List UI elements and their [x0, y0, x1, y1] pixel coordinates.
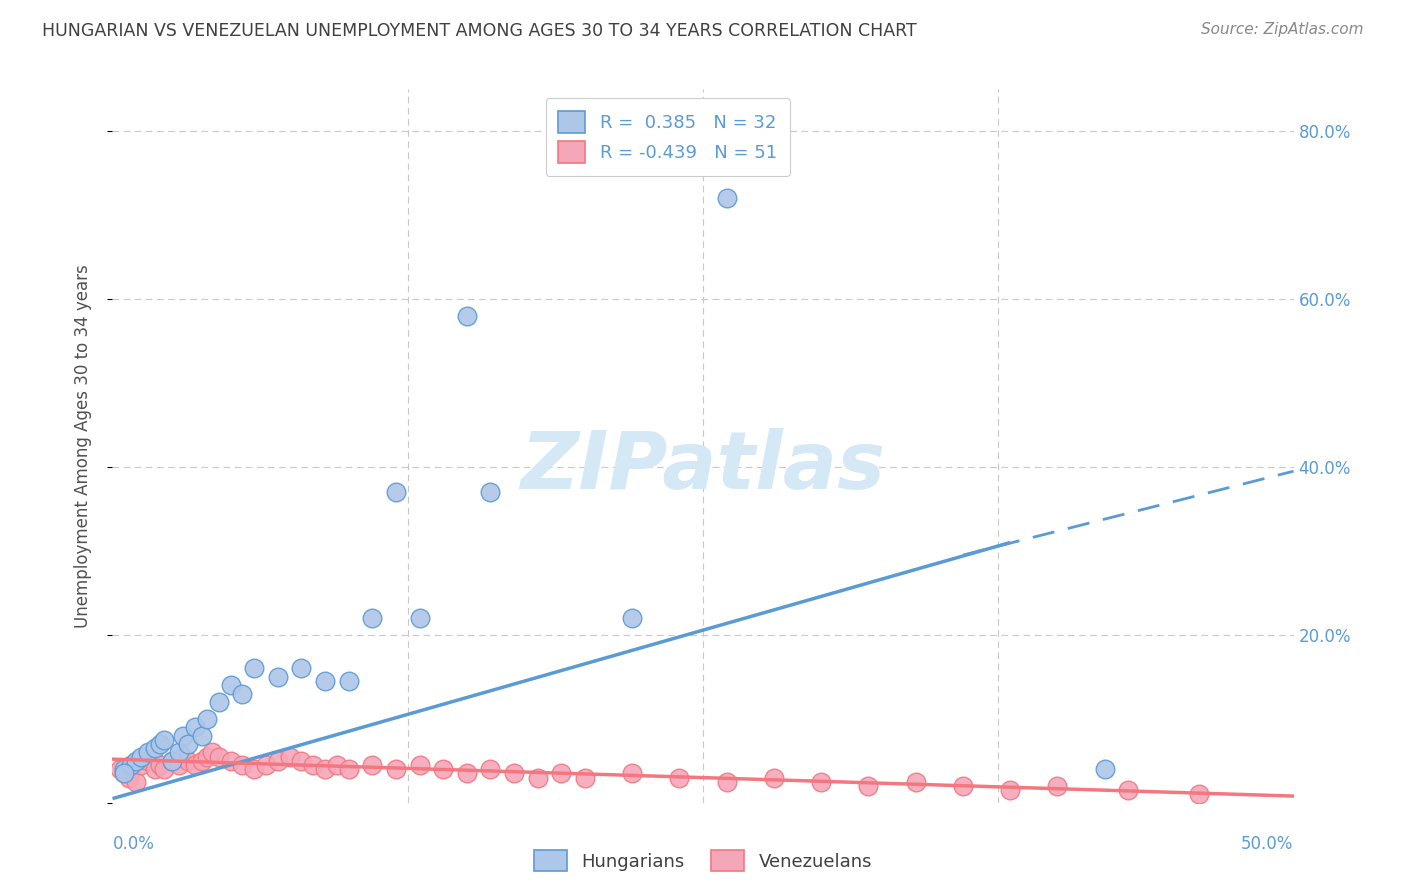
Point	[810, 774, 832, 789]
Point	[125, 774, 148, 789]
Point	[184, 758, 207, 772]
Point	[1116, 783, 1139, 797]
Point	[574, 771, 596, 785]
Point	[385, 762, 408, 776]
Text: HUNGARIAN VS VENEZUELAN UNEMPLOYMENT AMONG AGES 30 TO 34 YEARS CORRELATION CHART: HUNGARIAN VS VENEZUELAN UNEMPLOYMENT AMO…	[42, 22, 917, 40]
Y-axis label: Unemployment Among Ages 30 to 34 years: Unemployment Among Ages 30 to 34 years	[73, 264, 91, 628]
Point	[191, 729, 214, 743]
Point	[952, 779, 974, 793]
Point	[172, 749, 194, 764]
Point	[326, 758, 349, 772]
Point	[998, 783, 1021, 797]
Point	[456, 766, 478, 780]
Point	[267, 754, 290, 768]
Point	[143, 762, 166, 776]
Point	[337, 674, 360, 689]
Point	[112, 762, 135, 776]
Legend: R =  0.385   N = 32, R = -0.439   N = 51: R = 0.385 N = 32, R = -0.439 N = 51	[546, 98, 790, 176]
Point	[479, 485, 502, 500]
Point	[129, 758, 152, 772]
Point	[254, 758, 277, 772]
Point	[231, 758, 253, 772]
Point	[503, 766, 526, 780]
Point	[129, 749, 152, 764]
Point	[267, 670, 290, 684]
Point	[149, 758, 172, 772]
Point	[201, 746, 224, 760]
Point	[177, 754, 200, 768]
Point	[716, 191, 738, 205]
Point	[208, 749, 231, 764]
Point	[526, 771, 548, 785]
Point	[149, 737, 172, 751]
Point	[219, 678, 242, 692]
Point	[153, 732, 176, 747]
Point	[385, 485, 408, 500]
Point	[550, 766, 572, 780]
Point	[1046, 779, 1069, 793]
Text: Source: ZipAtlas.com: Source: ZipAtlas.com	[1201, 22, 1364, 37]
Point	[456, 309, 478, 323]
Point	[361, 611, 384, 625]
Point	[621, 766, 644, 780]
Legend: Hungarians, Venezuelans: Hungarians, Venezuelans	[527, 843, 879, 879]
Point	[858, 779, 880, 793]
Point	[195, 749, 218, 764]
Point	[231, 687, 253, 701]
Point	[120, 758, 142, 772]
Point	[278, 749, 301, 764]
Point	[112, 766, 135, 780]
Point	[243, 762, 266, 776]
Point	[408, 611, 430, 625]
Point	[167, 758, 190, 772]
Point	[432, 762, 454, 776]
Point	[125, 754, 148, 768]
Text: 0.0%: 0.0%	[112, 835, 155, 853]
Point	[479, 762, 502, 776]
Point	[621, 611, 644, 625]
Point	[302, 758, 325, 772]
Point	[195, 712, 218, 726]
Point	[408, 758, 430, 772]
Point	[208, 695, 231, 709]
Point	[112, 766, 135, 780]
Point	[361, 758, 384, 772]
Point	[762, 771, 785, 785]
Point	[108, 762, 131, 776]
Point	[1094, 762, 1116, 776]
Point	[290, 754, 312, 768]
Point	[904, 774, 927, 789]
Point	[160, 754, 183, 768]
Point	[184, 720, 207, 734]
Point	[143, 741, 166, 756]
Point	[177, 737, 200, 751]
Text: ZIPatlas: ZIPatlas	[520, 428, 886, 507]
Text: 50.0%: 50.0%	[1241, 835, 1294, 853]
Point	[118, 771, 141, 785]
Point	[337, 762, 360, 776]
Point	[1188, 788, 1211, 802]
Point	[290, 661, 312, 675]
Point	[243, 661, 266, 675]
Point	[716, 774, 738, 789]
Point	[219, 754, 242, 768]
Point	[160, 754, 183, 768]
Point	[668, 771, 690, 785]
Point	[172, 729, 194, 743]
Point	[191, 754, 214, 768]
Point	[314, 762, 336, 776]
Point	[167, 746, 190, 760]
Point	[136, 746, 159, 760]
Point	[153, 762, 176, 776]
Point	[136, 754, 159, 768]
Point	[314, 674, 336, 689]
